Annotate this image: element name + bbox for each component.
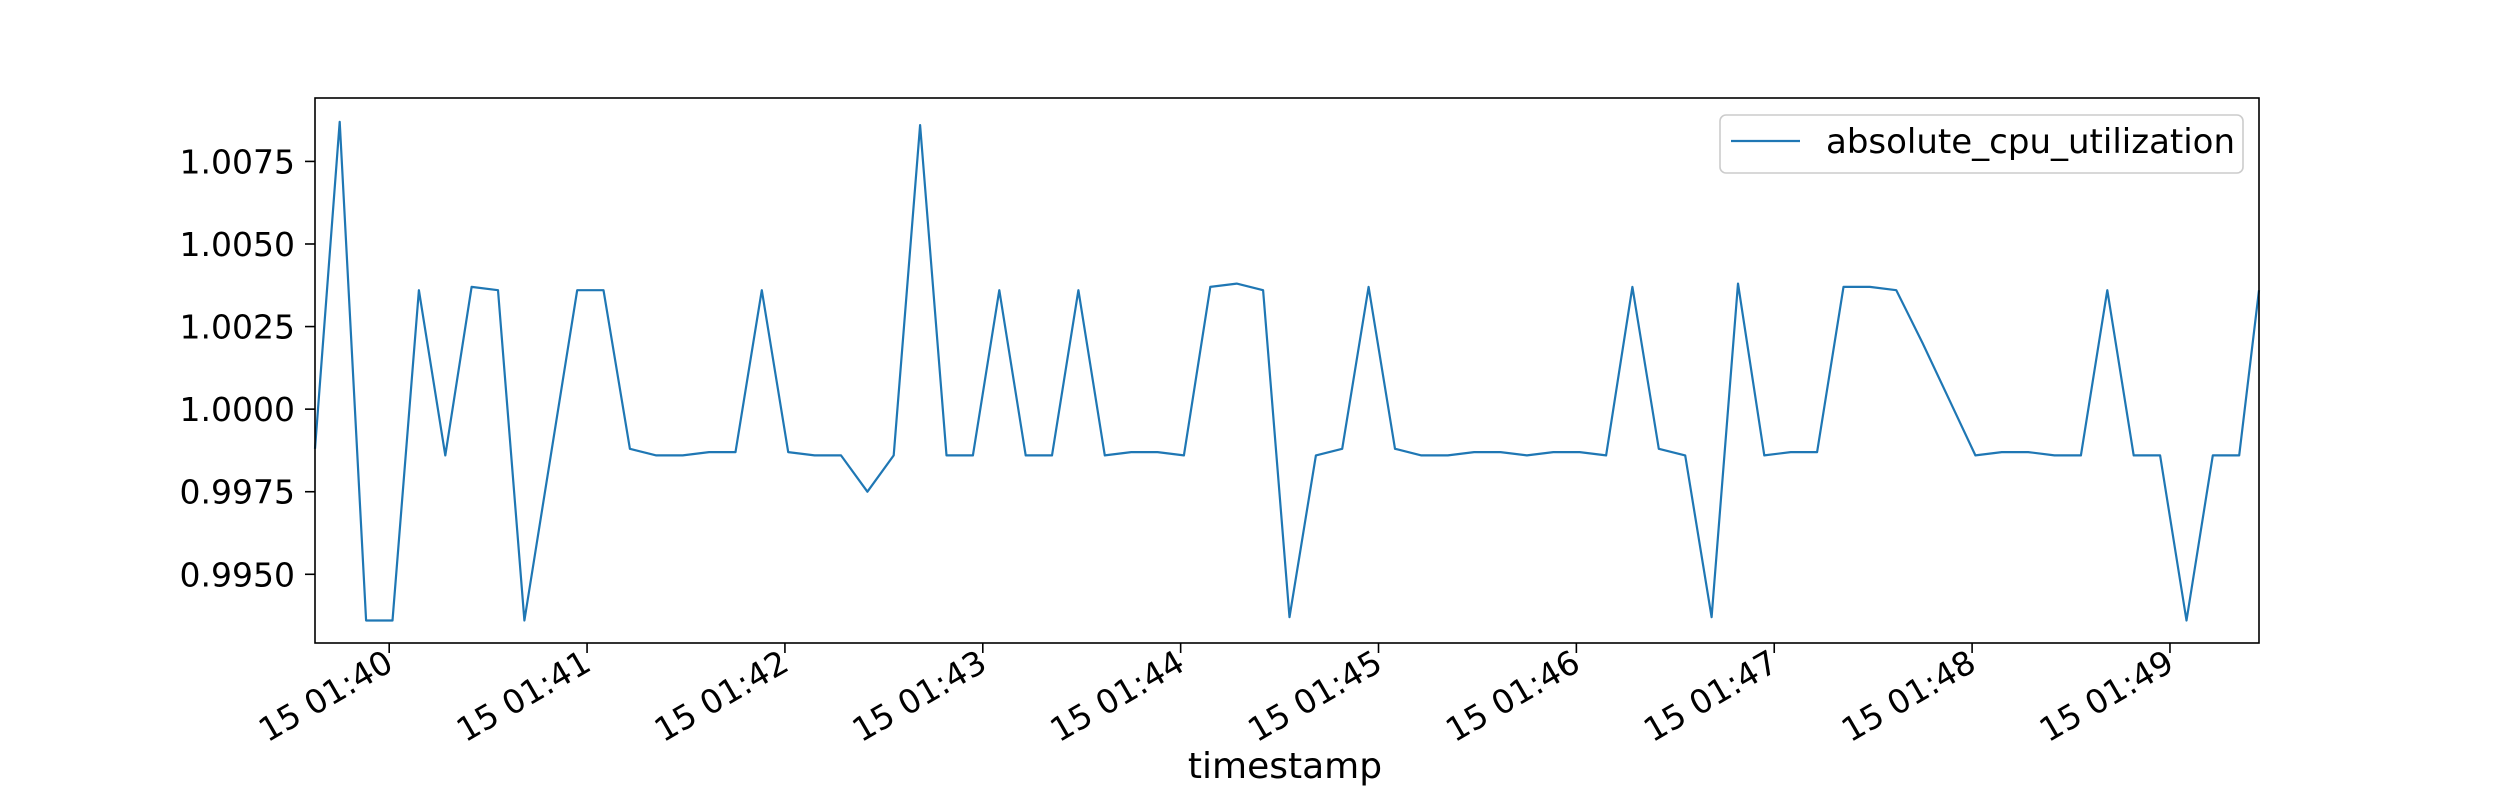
legend-box [1719, 114, 2244, 174]
series-line-group [313, 120, 2261, 622]
y-axis: 0.9950 0.9975 1.0000 1.0025 1.0050 1.0075 [180, 142, 315, 594]
x-tick-label: 15 01:49 [2033, 642, 2180, 750]
x-tick-label: 15 01:46 [1439, 642, 1586, 750]
legend: absolute_cpu_utilization [1719, 114, 2244, 174]
x-tick-label: 15 01:47 [1637, 642, 1784, 750]
x-axis-label: timestamp [1188, 746, 1382, 787]
series-line-absolute-cpu-utilization [313, 120, 2261, 622]
x-tick-label: 15 01:41 [450, 642, 597, 750]
x-axis: 15 01:40 15 01:41 15 01:42 15 01:43 15 01:44… [252, 642, 2180, 750]
x-tick-label: 15 01:48 [1835, 642, 1982, 750]
y-tick-label: 0.9950 [180, 555, 295, 594]
x-tick-label: 15 01:45 [1241, 642, 1388, 750]
x-tick-label: 15 01:42 [648, 642, 795, 750]
y-tick-label: 0.9975 [180, 473, 295, 512]
y-tick-label: 1.0075 [180, 142, 295, 181]
plot-area-frame [314, 97, 2260, 644]
y-tick-label: 1.0025 [180, 308, 295, 347]
x-tick-label: 15 01:40 [252, 642, 399, 750]
legend-label-absolute-cpu-utilization: absolute_cpu_utilization [1826, 122, 2235, 162]
x-tick-label: 15 01:43 [845, 642, 992, 750]
x-tick-label: 15 01:44 [1043, 642, 1190, 750]
y-tick-label: 1.0000 [180, 390, 295, 429]
y-tick-label: 1.0050 [180, 225, 295, 264]
